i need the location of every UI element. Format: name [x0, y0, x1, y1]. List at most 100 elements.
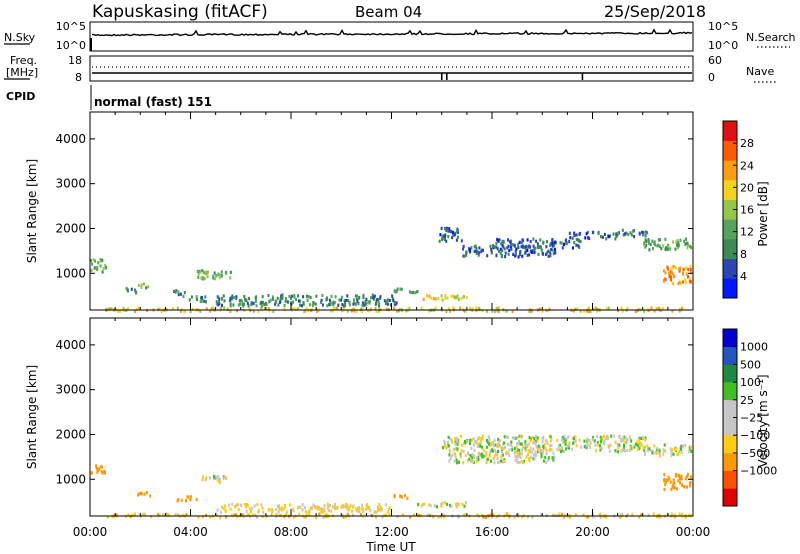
echo-cell	[94, 259, 97, 263]
echo-cell	[455, 436, 458, 440]
velocity-cbar-segment	[723, 399, 737, 418]
echo-cell	[545, 449, 548, 453]
echo-cell	[267, 293, 270, 298]
echo-cell	[408, 290, 411, 294]
echo-cell	[638, 307, 640, 311]
echo-cell	[517, 448, 520, 452]
echo-cell	[663, 443, 666, 447]
echo-cell	[242, 513, 245, 517]
power-cbar-tick-label: 8	[740, 248, 747, 261]
echo-cell	[473, 249, 476, 253]
echo-cell	[677, 241, 680, 245]
echo-cell	[689, 446, 692, 450]
echo-cell	[452, 233, 455, 237]
echo-cell	[491, 515, 494, 519]
echo-cell	[440, 504, 443, 508]
echo-cell	[518, 461, 521, 465]
echo-cell	[297, 307, 300, 311]
echo-cell	[292, 515, 295, 519]
echo-cell	[463, 309, 466, 313]
echo-cell	[280, 294, 283, 298]
echo-cell	[263, 306, 266, 310]
echo-cell	[465, 253, 468, 257]
echo-cell	[667, 245, 670, 249]
echo-cell	[480, 445, 483, 449]
echo-cell	[452, 448, 455, 452]
echo-cell	[550, 448, 553, 452]
echo-cell	[235, 503, 238, 507]
echo-cell	[482, 454, 485, 458]
echo-cell	[650, 449, 653, 453]
echo-cell	[573, 241, 576, 245]
echo-cell	[477, 253, 480, 257]
echo-cell	[568, 441, 571, 445]
echo-cell	[686, 485, 688, 489]
echo-cell	[338, 298, 341, 302]
echo-cell	[579, 309, 582, 313]
echo-cell	[304, 506, 306, 510]
echo-cell	[343, 504, 346, 508]
echo-cell	[254, 296, 257, 300]
echo-cell	[348, 303, 351, 307]
echo-cell	[531, 250, 534, 254]
echo-cell	[664, 449, 666, 453]
echo-cell	[646, 231, 649, 235]
echo-cell	[573, 232, 576, 236]
echo-cell	[261, 506, 264, 510]
echo-cell	[630, 439, 633, 443]
echo-cell	[469, 438, 472, 442]
echo-cell	[500, 242, 503, 246]
echo-cell	[477, 455, 480, 459]
echo-cell	[239, 302, 241, 306]
echo-cell	[423, 502, 426, 506]
echo-cell	[575, 243, 578, 247]
echo-cell	[574, 513, 577, 517]
echo-cell	[680, 477, 683, 481]
echo-cell	[405, 309, 408, 313]
echo-cell	[681, 512, 684, 516]
echo-cell	[234, 513, 237, 517]
echo-cell	[469, 454, 472, 458]
echo-cell	[226, 307, 229, 311]
velocity-cbar-segment	[723, 488, 737, 507]
echo-cell	[684, 443, 687, 448]
echo-cell	[223, 507, 225, 511]
echo-cell	[568, 240, 571, 244]
echo-cell	[276, 296, 279, 300]
echo-cell	[401, 513, 404, 517]
echo-cell	[196, 269, 199, 273]
echo-cell	[216, 478, 219, 482]
echo-cell	[468, 457, 471, 461]
sky-right-tick-bottom: 10^0	[708, 39, 738, 52]
echo-cell	[463, 513, 466, 517]
echo-cell	[540, 452, 543, 456]
echo-cell	[394, 290, 397, 294]
echo-cell	[636, 447, 639, 451]
echo-cell	[562, 515, 565, 519]
echo-cell	[388, 298, 391, 302]
echo-cell	[551, 238, 554, 243]
echo-cell	[537, 252, 540, 256]
echo-cell	[448, 227, 451, 231]
echo-cell	[179, 292, 182, 296]
echo-cell	[678, 449, 681, 453]
echo-cell	[503, 441, 506, 445]
velocity-colorbar: 1000 500 100 25 −25 −100 −500 −1000	[722, 328, 777, 507]
echo-cell	[368, 505, 371, 509]
echo-cell	[117, 309, 120, 313]
echo-cell	[587, 515, 589, 519]
echo-cell	[686, 473, 689, 477]
echo-cell	[636, 444, 639, 448]
velocity-panel: 1000 2000 3000 4000 Slant Range [km] 1000 50…	[25, 317, 777, 520]
echo-cell	[492, 444, 495, 448]
echo-cell	[553, 240, 556, 244]
echo-cell	[679, 266, 682, 270]
echo-cell	[329, 302, 332, 307]
echo-cell	[614, 440, 617, 444]
echo-cell	[684, 515, 687, 519]
echo-cell	[360, 309, 363, 313]
echo-cell	[133, 512, 136, 516]
echo-cell	[690, 449, 693, 453]
echo-cell	[268, 508, 271, 512]
echo-cell	[665, 478, 668, 482]
